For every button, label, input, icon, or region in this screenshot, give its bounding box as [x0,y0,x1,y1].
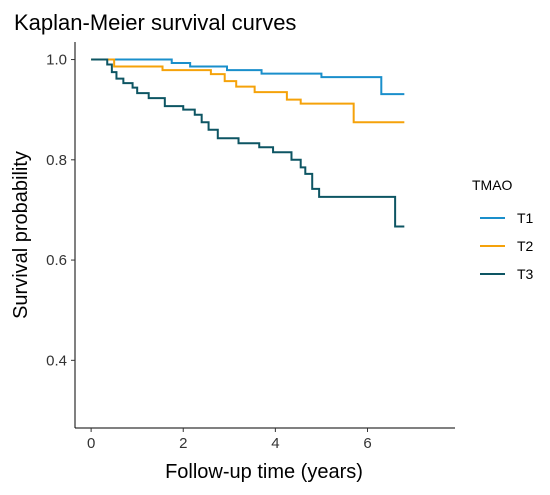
curve-t3 [91,58,405,228]
curve-t2 [91,58,405,124]
x-tick-label: 0 [87,435,95,452]
chart-title: Kaplan-Meier survival curves [14,10,296,35]
y-tick-label: 0.4 [46,352,67,369]
legend-title: TMAO [472,177,513,193]
legend-label-t3: T3 [517,266,534,282]
x-axis-label: Follow-up time (years) [165,461,363,483]
survival-curves [91,58,405,228]
x-axis-ticks: 0 2 4 6 [87,428,372,452]
x-tick-label: 2 [179,435,187,452]
legend: TMAO T1 T2 T3 [472,177,534,282]
y-axis-label: Survival probability [10,151,32,319]
legend-label-t2: T2 [517,238,534,254]
y-tick-label: 1.0 [46,52,67,69]
curve-t1 [91,58,405,96]
x-tick-label: 4 [271,435,279,452]
y-axis-ticks: 0.4 0.6 0.8 1.0 [46,52,75,369]
y-tick-label: 0.8 [46,152,67,169]
legend-label-t1: T1 [517,210,534,226]
x-tick-label: 6 [363,435,371,452]
y-tick-label: 0.6 [46,252,67,269]
